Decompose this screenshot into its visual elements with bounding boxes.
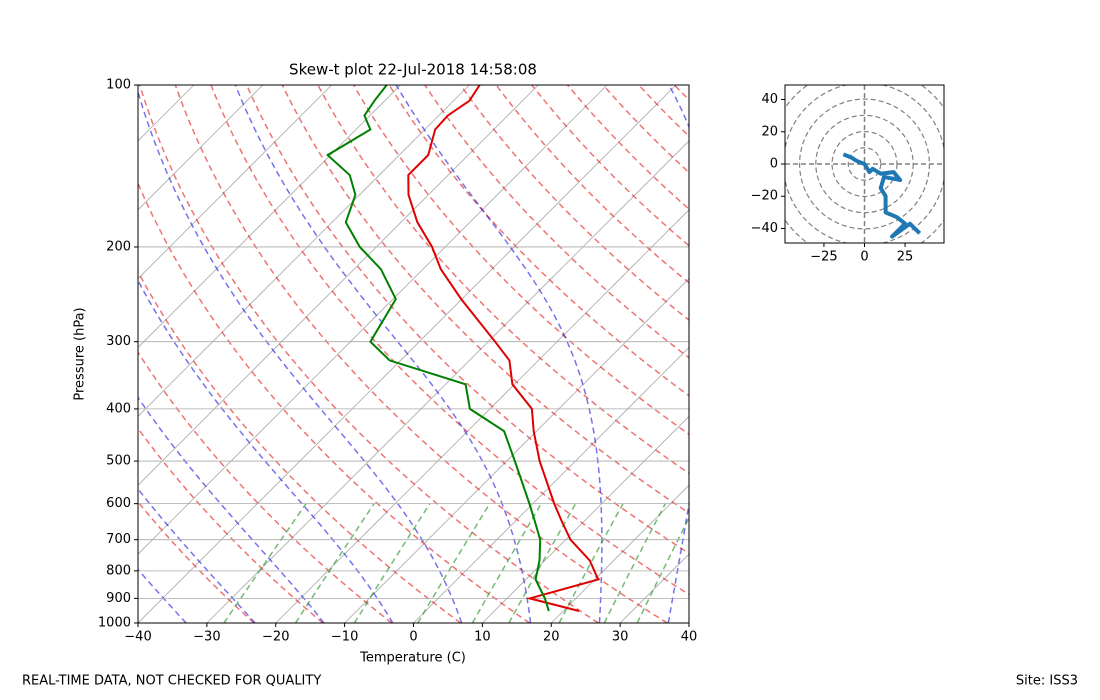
isotherm (896, 85, 1100, 623)
chart-title: Skew-t plot 22-Jul-2018 14:58:08 (289, 61, 537, 79)
reference-line (495, 85, 689, 284)
reference-line (234, 85, 532, 623)
x-tick-label: 25 (897, 250, 914, 265)
reference-line (281, 85, 689, 514)
y-tick-label: 0 (770, 157, 778, 172)
reference-line (138, 350, 393, 623)
reference-lines (0, 85, 1100, 623)
y-tick-label: 400 (106, 401, 131, 416)
reference-line (602, 85, 689, 174)
plot-frame (137, 84, 690, 624)
plot-frame (784, 84, 945, 244)
profile-line (325, 85, 550, 612)
reference-line (245, 85, 689, 555)
isotherm (138, 85, 470, 417)
isotherm (1033, 85, 1100, 623)
x-tick-label: 40 (681, 630, 698, 645)
reference-line (673, 85, 689, 101)
reference-line (424, 85, 689, 359)
reference-line (174, 85, 668, 623)
reference-line (638, 85, 689, 138)
x-tick-label: −25 (810, 250, 837, 265)
y-tick-label: 200 (106, 239, 131, 254)
x-tick-label: 20 (543, 630, 560, 645)
y-tick-label: 1000 (98, 616, 131, 631)
isotherm (138, 85, 195, 142)
y-tick-label: 300 (106, 334, 131, 349)
ring (847, 147, 882, 181)
reference-line (395, 85, 603, 623)
reference-line (138, 568, 187, 623)
y-tick-label: −20 (751, 189, 778, 204)
isotherm (344, 278, 689, 623)
isotherm (138, 85, 264, 211)
reference-line (138, 279, 394, 623)
reference-line (417, 503, 491, 623)
isotherm (138, 85, 401, 349)
y-tick-label: 100 (106, 78, 131, 93)
reference-line (388, 85, 689, 397)
x-tick-label: −40 (124, 630, 151, 645)
y-tick-label: 600 (106, 496, 131, 511)
isotherm (619, 553, 689, 623)
reference-line (710, 85, 1100, 623)
isotherm (275, 209, 689, 623)
reference-line (138, 181, 531, 623)
reference-line (459, 85, 689, 322)
isotherm (138, 85, 539, 486)
reference-line (531, 85, 689, 247)
reference-line (138, 85, 599, 623)
hodograph-line (842, 152, 922, 239)
y-tick-label: 900 (106, 591, 131, 606)
reference-line (138, 270, 462, 623)
x-tick-label: 0 (860, 250, 868, 265)
reference-line (471, 503, 542, 623)
reference-line (210, 85, 689, 596)
profile-line (407, 85, 600, 612)
y-tick-label: 700 (106, 532, 131, 547)
reference-line (138, 487, 256, 623)
hodograph-rings (785, 85, 944, 243)
reference-line (667, 85, 689, 623)
footer-left: REAL-TIME DATA, NOT CHECKED FOR QUALITY (22, 674, 321, 689)
isotherm (482, 415, 689, 623)
isotherm (965, 85, 1100, 623)
isotherm (0, 85, 56, 623)
reference-line (353, 503, 431, 623)
x-tick-label: 0 (409, 630, 417, 645)
x-tick-label: −20 (262, 630, 289, 645)
reference-line (138, 396, 325, 623)
x-tick-label: 30 (612, 630, 629, 645)
isotherm (413, 346, 689, 623)
y-tick-label: 800 (106, 563, 131, 578)
isotherm (688, 622, 689, 623)
y-tick-label: 500 (106, 454, 131, 469)
y-tick-label: 40 (761, 92, 778, 107)
isotherm (138, 85, 608, 555)
y-axis-label: Pressure (hPa) (73, 307, 88, 400)
reference-line (636, 516, 689, 623)
reference-line (317, 85, 689, 475)
x-tick-label: −30 (193, 630, 220, 645)
reference-line (138, 89, 463, 623)
x-tick-label: 10 (474, 630, 491, 645)
y-tick-label: 20 (761, 124, 778, 139)
reference-line (138, 427, 324, 623)
reference-line (138, 500, 255, 623)
isotherm (138, 85, 332, 280)
reference-line (566, 85, 689, 211)
isotherm (550, 484, 689, 623)
y-tick-label: −40 (751, 221, 778, 236)
ring (831, 130, 898, 198)
footer-right: Site: ISS3 (1016, 674, 1078, 689)
x-axis-label: Temperature (C) (359, 651, 466, 666)
x-tick-label: −10 (331, 630, 358, 645)
isotherm (206, 140, 689, 623)
